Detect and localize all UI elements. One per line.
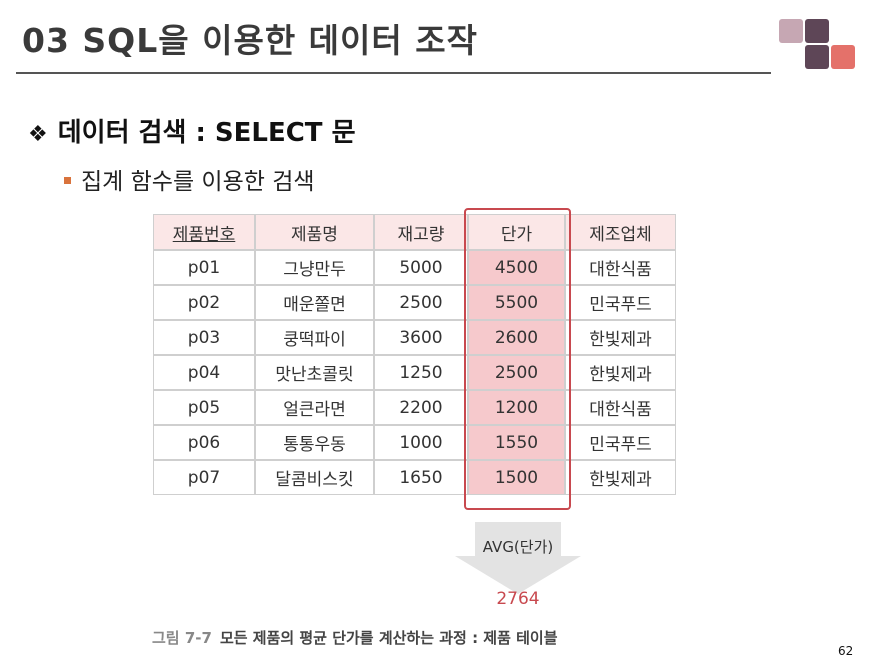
column-header: 재고량 bbox=[374, 214, 468, 250]
table-cell: 그냥만두 bbox=[255, 250, 374, 285]
table-cell: 3600 bbox=[374, 320, 468, 355]
table-cell: p02 bbox=[153, 285, 255, 320]
figure-number: 그림 7-7 bbox=[152, 629, 212, 647]
column-header: 제조업체 bbox=[565, 214, 676, 250]
column-header: 제품번호 bbox=[153, 214, 255, 250]
table-cell: 1650 bbox=[374, 460, 468, 495]
deco-square-coral bbox=[831, 45, 855, 69]
table-cell: 민국푸드 bbox=[565, 285, 676, 320]
deco-square-dark bbox=[805, 45, 829, 69]
table-cell: 2500 bbox=[468, 355, 565, 390]
table-cell: 민국푸드 bbox=[565, 425, 676, 460]
table-cell: 2200 bbox=[374, 390, 468, 425]
column-header: 단가 bbox=[468, 214, 565, 250]
aggregate-label: AVG(단가) bbox=[482, 538, 554, 556]
title-divider bbox=[16, 72, 771, 74]
deco-square-dark bbox=[805, 19, 829, 43]
table-cell: 5500 bbox=[468, 285, 565, 320]
figure-caption-text: 모든 제품의 평균 단가를 계산하는 과정 : 제품 테이블 bbox=[219, 629, 558, 647]
table-cell: p04 bbox=[153, 355, 255, 390]
table-row: p06 통통우동 1000 1550 민국푸드 bbox=[153, 425, 676, 460]
diamond-cluster-icon: ❖ bbox=[28, 122, 48, 147]
table-cell: p05 bbox=[153, 390, 255, 425]
table-cell: 맛난초콜릿 bbox=[255, 355, 374, 390]
aggregate-value: 2764 bbox=[496, 589, 540, 609]
table-cell: 1500 bbox=[468, 460, 565, 495]
table-cell: p06 bbox=[153, 425, 255, 460]
table-cell: 5000 bbox=[374, 250, 468, 285]
table-cell: 얼큰라면 bbox=[255, 390, 374, 425]
table-row: p02 매운쫄면 2500 5500 민국푸드 bbox=[153, 285, 676, 320]
sub-heading-text: 집계 함수를 이용한 검색 bbox=[81, 169, 315, 195]
table-row: p05 얼큰라면 2200 1200 대한식품 bbox=[153, 390, 676, 425]
table-cell: 대한식품 bbox=[565, 250, 676, 285]
table-cell: 통통우동 bbox=[255, 425, 374, 460]
table-cell: 한빛제과 bbox=[565, 355, 676, 390]
page-number: 62 bbox=[838, 644, 854, 658]
price-column-highlight bbox=[464, 208, 571, 510]
figure-caption: 그림 7-7 모든 제품의 평균 단가를 계산하는 과정 : 제품 테이블 bbox=[152, 627, 558, 648]
table-cell: 달콤비스킷 bbox=[255, 460, 374, 495]
table-cell: p01 bbox=[153, 250, 255, 285]
table-cell: 매운쫄면 bbox=[255, 285, 374, 320]
table-row: p04 맛난초콜릿 1250 2500 한빛제과 bbox=[153, 355, 676, 390]
table-cell: 대한식품 bbox=[565, 390, 676, 425]
table-row: p07 달콤비스킷 1650 1500 한빛제과 bbox=[153, 460, 676, 495]
table-cell: 2500 bbox=[374, 285, 468, 320]
table-cell: 한빛제과 bbox=[565, 460, 676, 495]
deco-square-light bbox=[779, 19, 803, 43]
table-cell: 4500 bbox=[468, 250, 565, 285]
table-cell: 1250 bbox=[374, 355, 468, 390]
table-cell: 1200 bbox=[468, 390, 565, 425]
section-heading: ❖ 데이터 검색 : SELECT 문 bbox=[28, 112, 356, 149]
page-title: 03 SQL을 이용한 데이터 조작 bbox=[22, 21, 478, 60]
product-table: 제품번호 제품명 재고량 단가 제조업체 p01 그냥만두 5000 4500 대한식품… bbox=[153, 214, 676, 495]
table-cell: 쿵떡파이 bbox=[255, 320, 374, 355]
table-cell: 한빛제과 bbox=[565, 320, 676, 355]
table-cell: 1550 bbox=[468, 425, 565, 460]
table-header-row: 제품번호 제품명 재고량 단가 제조업체 bbox=[153, 214, 676, 250]
table-cell: 1000 bbox=[374, 425, 468, 460]
column-header-text: 제품번호 bbox=[172, 224, 236, 245]
table-row: p03 쿵떡파이 3600 2600 한빛제과 bbox=[153, 320, 676, 355]
table-cell: p03 bbox=[153, 320, 255, 355]
sub-heading: 집계 함수를 이용한 검색 bbox=[64, 162, 315, 196]
table-cell: p07 bbox=[153, 460, 255, 495]
column-header: 제품명 bbox=[255, 214, 374, 250]
down-arrow-icon bbox=[455, 522, 581, 594]
square-bullet-icon bbox=[64, 177, 71, 184]
table-cell: 2600 bbox=[468, 320, 565, 355]
section-heading-text: 데이터 검색 : SELECT 문 bbox=[57, 118, 356, 148]
table-row: p01 그냥만두 5000 4500 대한식품 bbox=[153, 250, 676, 285]
